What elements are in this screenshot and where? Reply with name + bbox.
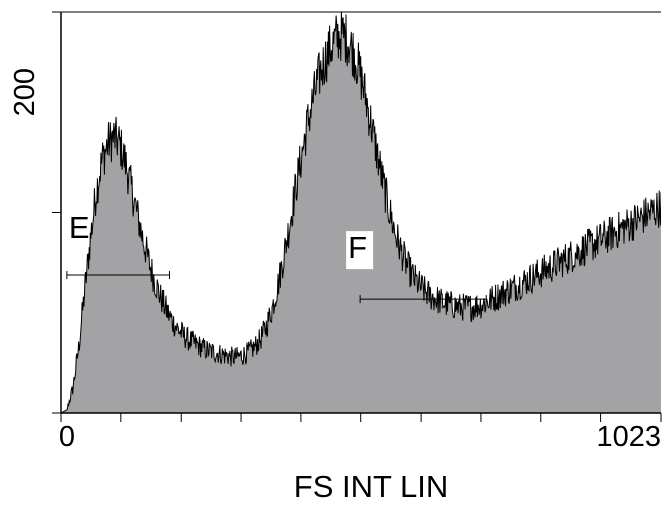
gate-label-background [346, 231, 374, 270]
gates: EF [66, 210, 487, 304]
gate-f[interactable]: F [346, 230, 487, 304]
x-axis-title: FS INT LIN [294, 469, 448, 504]
histogram-area [61, 12, 661, 413]
x-tick-label-0: 0 [59, 421, 75, 453]
axes [52, 11, 662, 422]
x-tick-label-1023: 1023 [596, 421, 661, 453]
gate-label-e: E [69, 210, 90, 245]
histogram-outline [61, 12, 661, 413]
gate-label-f: F [348, 230, 367, 265]
gate-e[interactable]: E [66, 210, 171, 280]
plot-area [61, 12, 661, 413]
y-tick-label-200: 200 [9, 68, 41, 116]
